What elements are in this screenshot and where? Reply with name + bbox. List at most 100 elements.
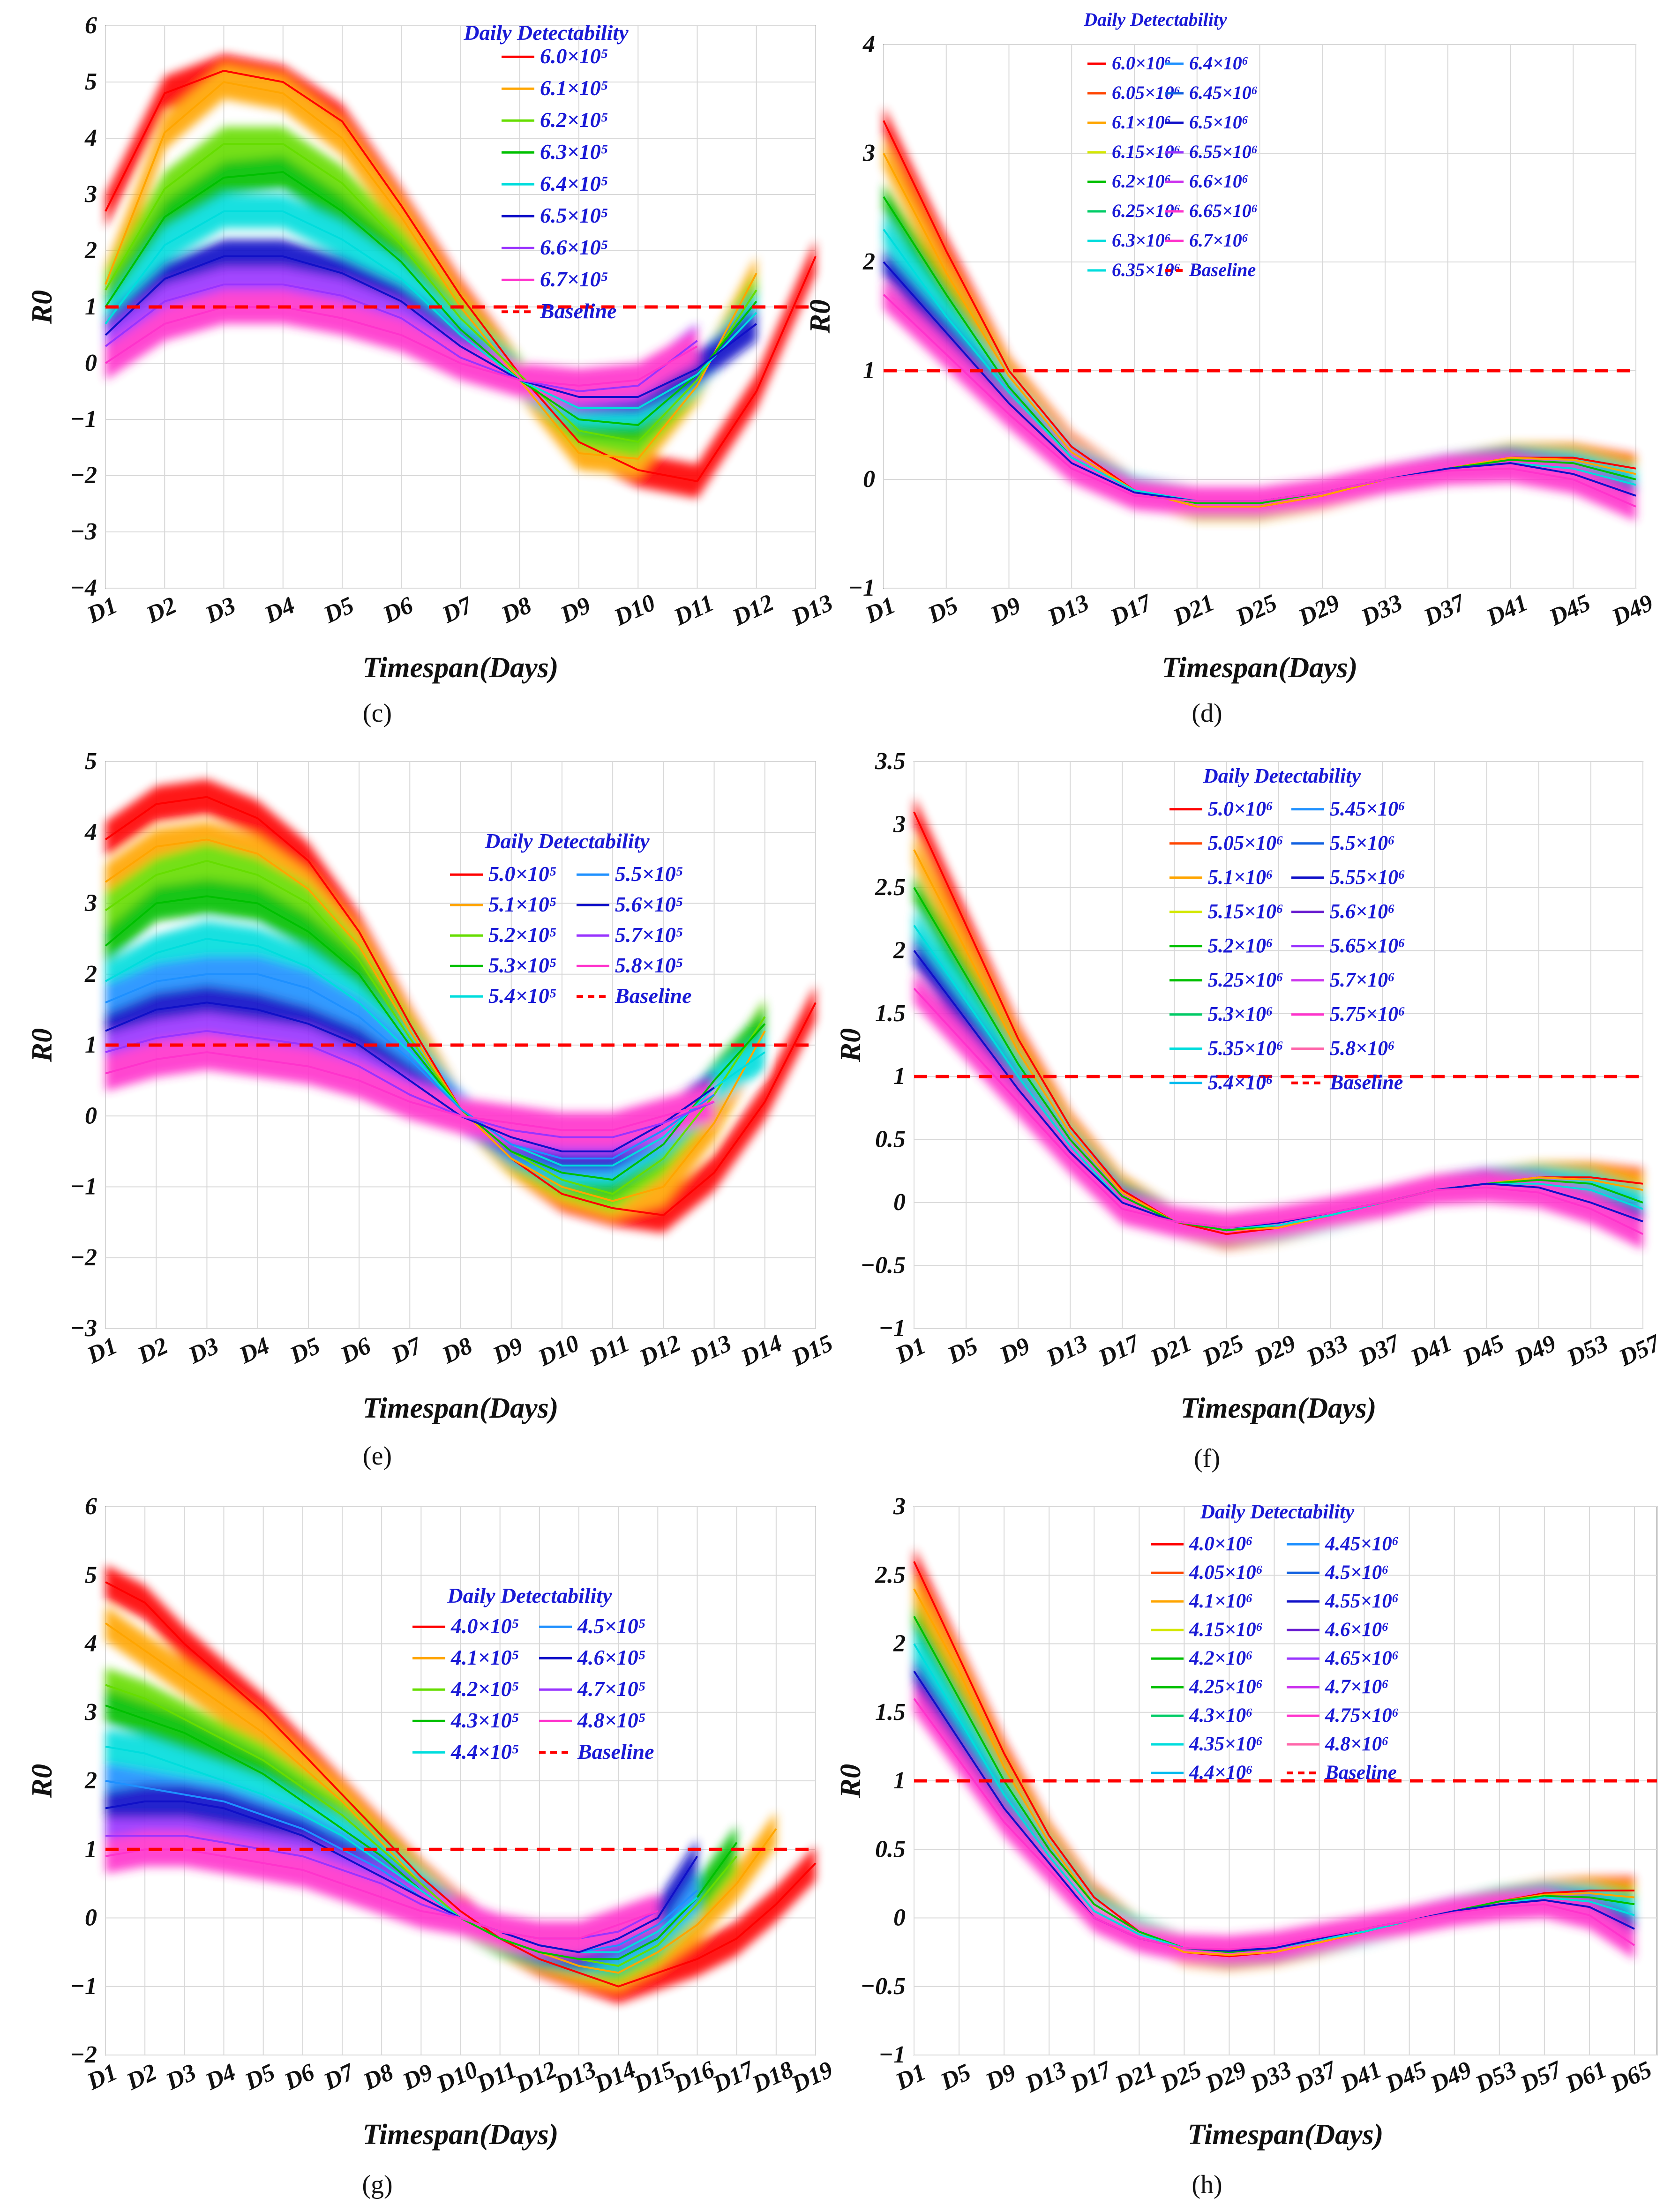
- y-tick-label: 2: [893, 1630, 906, 1657]
- x-tick-label: D53: [1471, 2056, 1521, 2098]
- x-tick-label: D33: [1246, 2056, 1296, 2098]
- panel-label: (c): [363, 699, 392, 728]
- x-tick-label: D6: [379, 592, 418, 629]
- y-axis-title: R0: [835, 1028, 867, 1062]
- x-tick-label: D19: [787, 2056, 837, 2098]
- legend-entry-3: 4.15×10⁶: [1189, 1619, 1263, 1641]
- x-tick-label: D6: [280, 2059, 319, 2096]
- uncertainty-bands: [105, 779, 816, 1233]
- legend-entry-14: 4.7×10⁶: [1325, 1676, 1389, 1698]
- uncertainty-bands: [884, 106, 1636, 521]
- legend-entry-7: 6.7×10⁵: [540, 267, 608, 291]
- legend-entry-8: 6.4×10⁶: [1189, 52, 1249, 74]
- x-tick-label: D4: [201, 2059, 240, 2096]
- panel-label: (f): [1194, 1444, 1220, 1473]
- band-5: [884, 280, 1636, 521]
- y-tick-label: −0.5: [860, 1973, 906, 2000]
- x-tick-label: D13: [787, 589, 837, 631]
- legend-entry-4: 4.4×10⁵: [450, 1740, 519, 1764]
- y-tick-label: −0.5: [860, 1252, 906, 1279]
- legend-entry-3: 6.3×10⁵: [540, 140, 608, 164]
- x-tick-label: D9: [398, 2059, 437, 2096]
- legend-entry-0: 6.0×10⁶: [1112, 52, 1171, 74]
- x-tick-label: D2: [133, 1332, 172, 1369]
- y-tick-label: 2: [84, 237, 97, 264]
- x-tick-label: D3: [162, 2059, 201, 2096]
- legend-entry-15: Baseline: [1189, 259, 1256, 280]
- y-axis-title: R0: [804, 299, 836, 334]
- series-line-4: [913, 1670, 1635, 1952]
- x-tick-label: D9: [556, 592, 595, 629]
- panel-label: (e): [363, 1442, 392, 1471]
- series-line-1: [913, 849, 1643, 1232]
- legend-entry-1: 4.1×10⁵: [450, 1645, 519, 1669]
- legend-entry-16: 4.8×10⁶: [1325, 1733, 1389, 1755]
- y-tick-label: −1: [70, 1173, 97, 1200]
- y-tick-label: −3: [70, 1315, 97, 1342]
- x-tick-label: D12: [728, 589, 778, 631]
- x-tick-label: D41: [1482, 589, 1532, 631]
- legend-entry-16: 5.8×10⁶: [1330, 1037, 1395, 1060]
- band-8: [105, 1034, 714, 1148]
- y-tick-label: 1: [85, 1031, 97, 1058]
- legend-entry-13: 5.65×10⁶: [1330, 934, 1405, 957]
- y-tick-label: −1: [70, 1973, 97, 2000]
- series-line-0: [105, 69, 817, 483]
- legend-entry-10: 5.5×10⁶: [1330, 831, 1395, 854]
- panel-label: (h): [1192, 2170, 1222, 2199]
- legend-entry-1: 4.05×10⁶: [1189, 1562, 1263, 1584]
- legend-entry-0: 4.0×10⁵: [450, 1614, 519, 1638]
- band-4: [105, 921, 765, 1183]
- legend-entry-8: 5.8×10⁵: [615, 953, 683, 977]
- y-tick-label: 4: [862, 31, 875, 58]
- panel-label: (g): [362, 2170, 392, 2199]
- series-line-3: [105, 171, 757, 426]
- x-tick-label: D3: [201, 592, 240, 629]
- legend-entry-4: 4.2×10⁶: [1189, 1647, 1253, 1669]
- y-tick-label: 1: [863, 357, 875, 384]
- x-tick-label: D9: [981, 2059, 1020, 2096]
- y-tick-label: 1: [893, 1767, 906, 1794]
- legend-entry-13: 6.65×10⁶: [1189, 200, 1258, 221]
- x-tick-label: D10: [533, 1330, 583, 1372]
- x-tick-label: D15: [787, 1330, 837, 1372]
- x-tick-label: D4: [260, 592, 299, 629]
- x-tick-label: D5: [923, 592, 962, 629]
- x-tick-label: D7: [438, 591, 477, 629]
- y-tick-label: 2.5: [875, 874, 906, 901]
- x-tick-label: D7: [387, 1332, 427, 1369]
- y-tick-label: 0: [893, 1905, 906, 1931]
- legend-entry-6: 6.6×10⁵: [540, 235, 608, 259]
- band-4: [105, 1729, 697, 1970]
- x-tick-label: D13: [1042, 1330, 1092, 1372]
- legend-entry-15: 5.75×10⁶: [1330, 1002, 1405, 1025]
- legend-entry-4: 5.4×10⁵: [488, 984, 557, 1008]
- x-tick-label: D2: [142, 592, 181, 629]
- legend-entry-9: Baseline: [615, 984, 692, 1008]
- x-tick-label: D29: [1250, 1330, 1300, 1372]
- y-tick-label: 2.5: [875, 1562, 906, 1588]
- legend-entry-5: 4.25×10⁶: [1189, 1676, 1263, 1698]
- legend-entry-1: 5.1×10⁵: [488, 892, 557, 916]
- y-tick-label: 3.5: [875, 748, 906, 775]
- legend-entry-5: 5.25×10⁶: [1208, 968, 1283, 991]
- y-axis-title: R0: [835, 1764, 867, 1798]
- y-tick-label: −2: [70, 2041, 97, 2068]
- legend-entry-9: 5.45×10⁶: [1330, 797, 1405, 820]
- x-tick-label: D25: [1156, 2056, 1206, 2098]
- band-8: [105, 1832, 658, 1956]
- legend-entry-4: 5.2×10⁶: [1208, 934, 1273, 957]
- legend-entry-12: 4.6×10⁶: [1325, 1619, 1389, 1641]
- y-tick-label: 5: [85, 748, 97, 775]
- series-line-5: [913, 987, 1643, 1235]
- legend-entry-5: 4.5×10⁵: [577, 1614, 646, 1638]
- x-tick-label: D29: [1294, 589, 1344, 631]
- legend-title: Daily Detectability: [484, 829, 650, 853]
- legend-entry-10: 6.5×10⁶: [1189, 112, 1249, 133]
- legend-entry-2: 6.2×10⁵: [540, 108, 608, 132]
- y-tick-label: 3: [893, 1493, 906, 1520]
- y-tick-label: −1: [848, 575, 875, 601]
